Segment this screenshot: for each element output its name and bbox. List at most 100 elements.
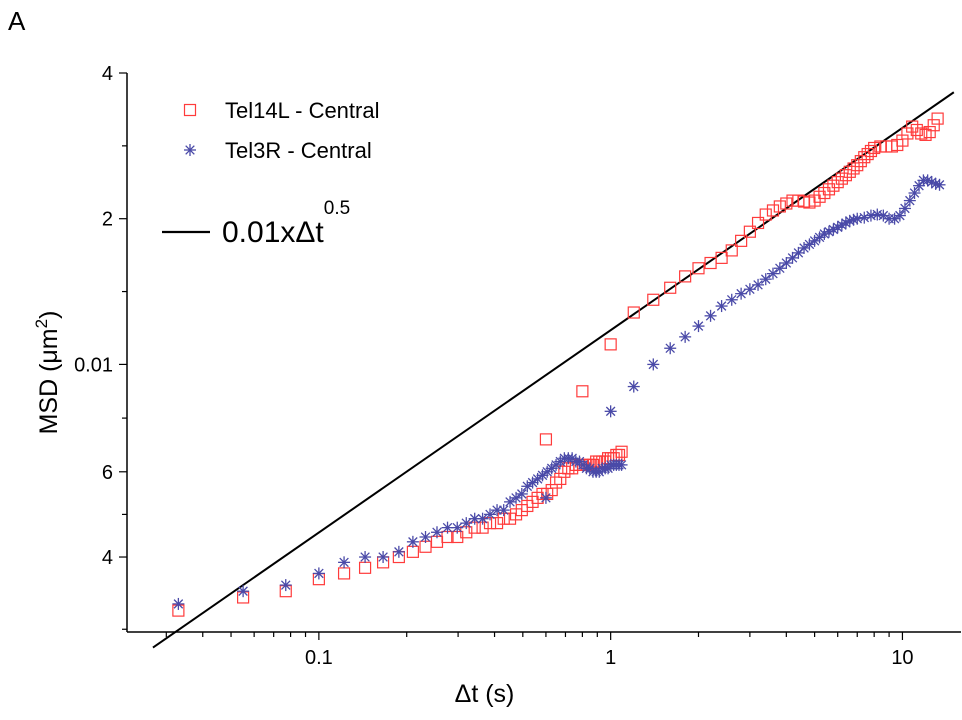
legend-marker bbox=[184, 144, 196, 156]
data-point-asterisk bbox=[237, 585, 250, 598]
data-point-square bbox=[715, 251, 728, 264]
data-point-asterisk bbox=[460, 517, 473, 530]
y-tick-label: 2 bbox=[102, 209, 113, 231]
data-point-square bbox=[843, 165, 856, 178]
data-point-square bbox=[813, 190, 826, 203]
data-point-square bbox=[831, 176, 844, 189]
data-point-asterisk bbox=[725, 293, 738, 306]
y-tick-label: 6 bbox=[102, 462, 113, 484]
data-point-square bbox=[549, 476, 563, 489]
series-layer bbox=[152, 91, 955, 649]
data-point-square bbox=[847, 162, 860, 175]
data-point-square bbox=[927, 119, 940, 132]
data-point-asterisk bbox=[497, 504, 510, 517]
data-point-square bbox=[854, 155, 867, 168]
data-point-square bbox=[615, 445, 628, 458]
data-point-square bbox=[647, 293, 660, 306]
y-tick-label: 0.01 bbox=[74, 354, 113, 376]
data-point-square bbox=[923, 125, 936, 139]
data-point-square bbox=[931, 112, 944, 125]
data-point-square bbox=[725, 244, 738, 257]
data-point-asterisk bbox=[715, 300, 728, 313]
data-point-asterisk bbox=[377, 551, 390, 564]
y-tick-label: 4 bbox=[102, 547, 113, 569]
data-point-asterisk bbox=[735, 287, 748, 300]
y-tick-label: 4 bbox=[102, 63, 113, 85]
legend-marker bbox=[183, 103, 197, 117]
data-point-asterisk bbox=[664, 342, 677, 355]
data-point-square bbox=[906, 120, 919, 133]
series-tel3r bbox=[172, 174, 946, 610]
data-point-square bbox=[604, 338, 617, 351]
data-point-asterisk bbox=[743, 283, 756, 296]
data-point-square bbox=[735, 234, 748, 247]
legend: Tel14L - Central Tel3R - Central 0.01xΔt0.… bbox=[162, 98, 379, 249]
data-point-asterisk bbox=[338, 556, 351, 569]
data-point-square bbox=[751, 216, 765, 230]
x-tick-label: 0.1 bbox=[305, 647, 333, 669]
axes: 0.1 1 10 4 6 0.01 2 4 Δt (s) MSD (μm2) bbox=[32, 63, 961, 708]
data-point-asterisk bbox=[521, 480, 534, 493]
data-point-square bbox=[545, 483, 558, 497]
data-point-asterisk bbox=[419, 530, 432, 543]
series-tel14l bbox=[172, 112, 944, 617]
data-point-square bbox=[759, 208, 772, 221]
data-point-square bbox=[901, 127, 914, 140]
legend-fit-label: 0.01xΔt0.5 bbox=[222, 198, 350, 249]
data-point-square bbox=[692, 262, 705, 275]
data-point-square bbox=[679, 270, 692, 283]
data-point-asterisk bbox=[510, 491, 523, 504]
x-axis-title: Δt (s) bbox=[455, 680, 515, 708]
x-tick-label: 1 bbox=[605, 647, 616, 669]
data-point-asterisk bbox=[759, 273, 772, 286]
data-point-asterisk bbox=[704, 309, 717, 322]
data-point-asterisk bbox=[539, 491, 552, 504]
fit-line bbox=[152, 91, 955, 649]
data-point-asterisk bbox=[312, 567, 325, 580]
data-point-square bbox=[818, 186, 831, 200]
data-point-asterisk bbox=[615, 458, 628, 471]
data-point-square bbox=[915, 127, 928, 140]
data-point-square bbox=[864, 144, 878, 158]
data-point-asterisk bbox=[484, 508, 497, 521]
data-point-square bbox=[743, 225, 756, 238]
data-point-asterisk bbox=[604, 405, 617, 418]
data-point-square bbox=[766, 204, 780, 217]
data-point-square bbox=[406, 545, 419, 558]
data-point-asterisk bbox=[172, 597, 185, 610]
data-point-square bbox=[358, 561, 372, 574]
data-point-asterisk bbox=[766, 267, 779, 280]
data-point-square bbox=[868, 141, 881, 155]
data-point-square bbox=[576, 385, 589, 398]
data-point-asterisk bbox=[531, 472, 544, 485]
data-point-square bbox=[835, 172, 848, 185]
data-point-square bbox=[822, 183, 836, 196]
data-point-asterisk bbox=[359, 551, 372, 564]
data-point-square bbox=[337, 567, 351, 580]
legend-label: Tel14L - Central bbox=[225, 98, 379, 123]
data-point-asterisk bbox=[864, 209, 877, 222]
panel-label: A bbox=[8, 6, 26, 36]
data-point-square bbox=[919, 128, 932, 141]
data-point-square bbox=[539, 433, 553, 446]
data-point-asterisk bbox=[780, 257, 793, 270]
data-point-asterisk bbox=[903, 194, 916, 207]
data-point-asterisk bbox=[752, 278, 765, 291]
data-point-asterisk bbox=[851, 212, 864, 225]
data-point-asterisk bbox=[773, 262, 786, 275]
data-point-asterisk bbox=[679, 330, 692, 343]
data-point-square bbox=[554, 472, 567, 486]
data-point-square bbox=[490, 517, 504, 530]
data-point-square bbox=[827, 179, 840, 192]
data-point-asterisk bbox=[430, 526, 443, 539]
data-point-asterisk bbox=[392, 545, 405, 558]
data-point-square bbox=[664, 281, 677, 294]
data-point-asterisk bbox=[515, 487, 528, 500]
data-point-square bbox=[773, 200, 786, 213]
data-point-asterisk bbox=[908, 187, 921, 200]
data-point-asterisk bbox=[893, 209, 906, 222]
data-point-asterisk bbox=[627, 380, 640, 393]
data-point-asterisk bbox=[933, 178, 946, 191]
data-point-asterisk bbox=[451, 521, 464, 534]
